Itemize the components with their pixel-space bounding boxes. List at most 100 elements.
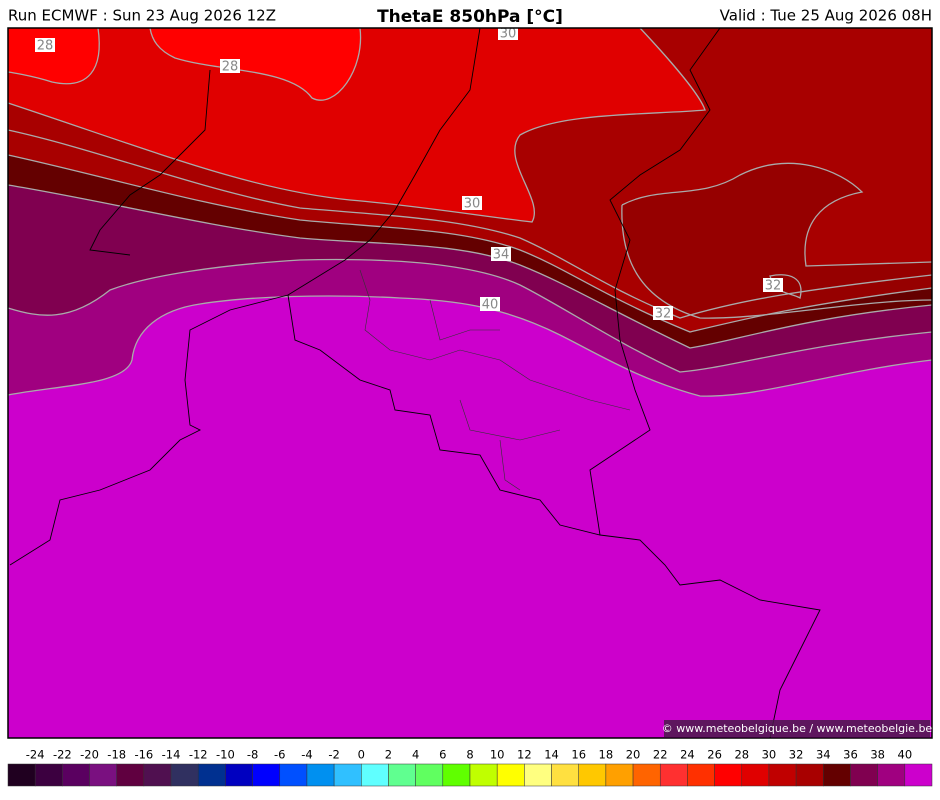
legend-label: -22 — [53, 748, 72, 762]
copyright: © www.meteobelgique.be / www.meteobelgie… — [662, 722, 933, 735]
legend-swatch — [877, 763, 906, 787]
valid-info: Valid : Tue 25 Aug 2026 08H — [720, 7, 932, 25]
legend-label: 36 — [843, 748, 858, 762]
legend-label: 28 — [734, 748, 749, 762]
copyright-box — [664, 720, 930, 737]
legend-label: 40 — [898, 748, 913, 762]
contour-label-bg — [498, 26, 518, 40]
legend-swatch — [578, 763, 607, 787]
contour-line — [7, 258, 933, 373]
legend-label: 24 — [680, 748, 695, 762]
legend-swatch — [469, 763, 498, 787]
legend-swatch — [795, 763, 824, 787]
legend-swatch — [279, 763, 308, 787]
legend-swatch — [632, 763, 661, 787]
contour-label-bg — [763, 278, 783, 292]
legend-label: -4 — [301, 748, 312, 762]
legend-label: 26 — [707, 748, 722, 762]
legend-label: 34 — [816, 748, 831, 762]
legend-label: 12 — [517, 748, 532, 762]
legend-swatch — [904, 763, 933, 787]
field — [8, 28, 705, 222]
contour-label: 32 — [655, 307, 672, 322]
legend-swatch — [823, 763, 851, 787]
legend-label: -20 — [80, 748, 99, 762]
legend-swatch — [7, 763, 36, 787]
run-info: Run ECMWF : Sun 23 Aug 2026 12Z — [8, 7, 276, 25]
legend-swatch — [34, 763, 63, 787]
legend-label: 6 — [439, 748, 446, 762]
legend-swatch — [687, 763, 715, 787]
legend-swatch — [62, 763, 90, 787]
legend-label: -24 — [26, 748, 45, 762]
border — [287, 27, 821, 739]
legend-swatch — [388, 763, 416, 787]
contour-line — [7, 27, 100, 85]
legend-swatch — [551, 763, 579, 787]
contour-label-bg — [35, 38, 55, 52]
color-legend: -24 -22 -20 -18 -16 -14 -12 -10 -8 -6 -4 -2 0 2 4 6 8 10 1… — [7, 748, 933, 787]
legend-label: 8 — [466, 748, 473, 762]
contour-label: 32 — [765, 279, 782, 294]
legend-label: -2 — [328, 748, 339, 762]
map-frame — [7, 27, 933, 739]
legend-label: -6 — [274, 748, 285, 762]
contour-label: 30 — [500, 27, 517, 42]
contour-label-bg — [653, 306, 673, 320]
contour-line — [621, 162, 933, 319]
legend-swatch — [333, 763, 362, 787]
legend-swatch — [442, 763, 471, 787]
legend-swatch — [415, 763, 444, 787]
legend-label: -18 — [107, 748, 126, 762]
legend-swatch — [143, 763, 172, 787]
legend-swatch — [361, 763, 389, 787]
map-title: ThetaE 850hPa [°C] — [377, 7, 563, 27]
legend-label: 18 — [599, 748, 614, 762]
legend-label: 32 — [789, 748, 804, 762]
legend-label: 4 — [412, 748, 419, 762]
contour-label: 34 — [493, 248, 510, 263]
legend-label: 10 — [490, 748, 505, 762]
legend-swatch — [170, 763, 199, 787]
legend-swatch — [741, 763, 770, 787]
legend-label: 30 — [762, 748, 777, 762]
legend-swatch — [850, 763, 878, 787]
contour-label-bg — [220, 59, 240, 73]
legend-swatch — [306, 763, 335, 787]
legend-swatch — [524, 763, 552, 787]
legend-label: -8 — [247, 748, 258, 762]
legend-label: -16 — [134, 748, 153, 762]
field — [8, 28, 100, 84]
legend-swatch — [197, 763, 226, 787]
contour-label-bg — [462, 196, 482, 210]
legend-label: 0 — [358, 748, 365, 762]
coastline — [9, 27, 481, 566]
legend-label: -10 — [216, 748, 235, 762]
legend-swatch — [496, 763, 525, 787]
legend-swatch — [89, 763, 117, 787]
contour-line — [7, 129, 933, 319]
legend-label: -12 — [189, 748, 208, 762]
contour-line — [7, 154, 933, 333]
contour-label-bg — [480, 297, 500, 311]
legend-label: 14 — [544, 748, 559, 762]
contour-line — [149, 27, 362, 101]
legend-swatch — [768, 763, 797, 787]
legend-swatch — [605, 763, 634, 787]
contour-line — [7, 27, 706, 223]
map: 28 28 30 30 34 40 32 32 — [7, 26, 933, 739]
legend-label: 20 — [626, 748, 641, 762]
legend-label: 22 — [653, 748, 668, 762]
legend-label: 16 — [571, 748, 586, 762]
contour-label-bg — [491, 247, 511, 261]
contour-label: 30 — [464, 197, 481, 212]
legend-label: 38 — [870, 748, 885, 762]
contour-label: 40 — [482, 298, 499, 313]
legend-label: -14 — [162, 748, 181, 762]
field — [621, 163, 932, 319]
contour-label: 28 — [222, 60, 239, 75]
field — [150, 28, 361, 101]
legend-swatch — [714, 763, 743, 787]
field — [8, 296, 932, 738]
